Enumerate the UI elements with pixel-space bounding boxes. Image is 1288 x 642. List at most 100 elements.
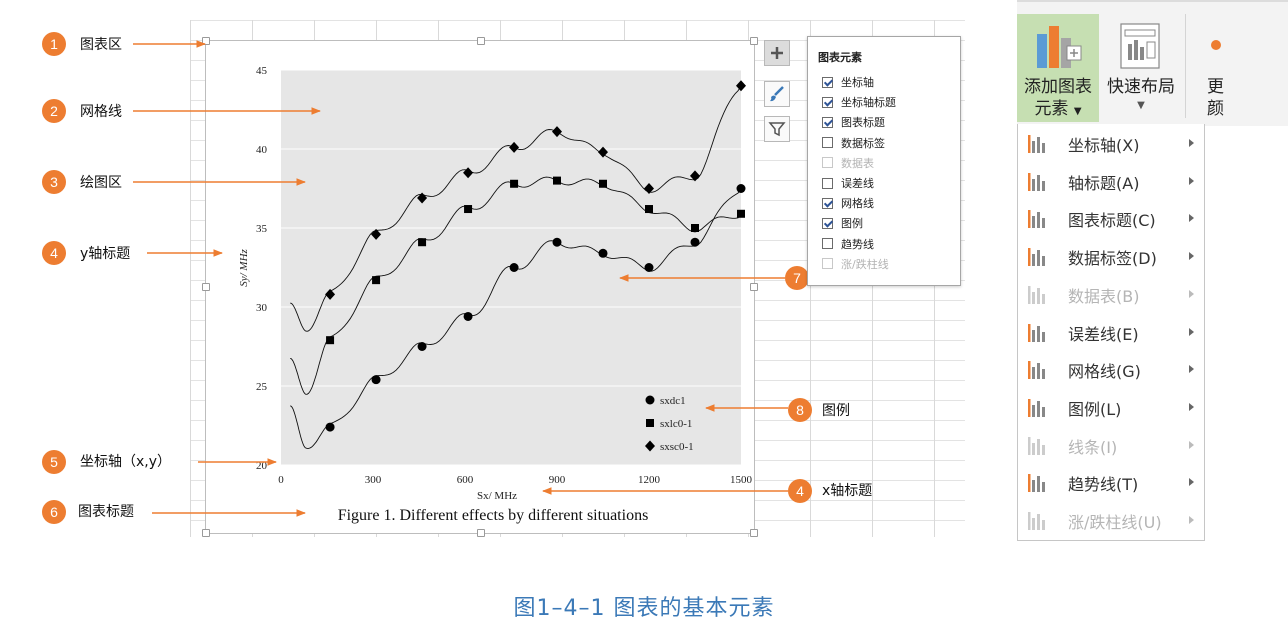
x-tick-label: 900	[549, 474, 566, 486]
data-label-icon	[1028, 248, 1045, 267]
data-marker-sxsc0-1	[509, 141, 520, 153]
data-marker-sxlc0-1	[372, 276, 381, 285]
x-tick-label: 1500	[730, 474, 753, 486]
resize-handle[interactable]	[750, 283, 758, 291]
add-chart-element-label-2: 元素 ▼	[1017, 98, 1099, 123]
legend-label: sxlc0-1	[660, 418, 692, 430]
popup-item[interactable]: 坐标轴标题	[822, 93, 896, 111]
legend: sxdc1 sxlc0-1 sxsc0-1	[645, 395, 694, 453]
checkbox[interactable]	[822, 96, 833, 108]
data-marker-sxdc1	[417, 342, 427, 351]
data-marker-sxdc1	[690, 237, 700, 247]
quick-layout-button[interactable]: 快速布局 ▼	[1101, 14, 1181, 122]
chart-filters-button[interactable]	[764, 116, 790, 142]
menu-item[interactable]: 数据标签(D)	[1026, 242, 1202, 272]
data-marker-sxsc0-1	[417, 192, 428, 204]
popup-item[interactable]: 趋势线	[822, 235, 874, 253]
menu-item[interactable]: 趋势线(T)	[1026, 468, 1202, 498]
gridlines	[281, 69, 741, 466]
popup-item[interactable]: 图例	[822, 214, 863, 232]
chart-elements-button[interactable]	[764, 40, 790, 66]
chevron-right-icon	[1189, 214, 1194, 223]
chart-title-icon	[1028, 210, 1045, 229]
menu-item: 数据表(B)	[1026, 280, 1202, 310]
menu-item-label: 数据表(B)	[1068, 286, 1140, 306]
data-marker-sxlc0-1	[326, 336, 335, 345]
popup-item-label: 趋势线	[841, 237, 874, 251]
add-chart-element-button[interactable]: 添加图表 元素 ▼	[1017, 14, 1099, 122]
data-marker-sxsc0-1	[371, 228, 382, 240]
checkbox[interactable]	[822, 217, 833, 229]
data-marker-sxlc0-1	[418, 238, 427, 247]
menu-item[interactable]: 轴标题(A)	[1026, 167, 1202, 197]
menu-item: 线条(I)	[1026, 431, 1202, 461]
quick-layout-icon	[1120, 23, 1160, 69]
y-tick-label: 25	[256, 381, 268, 393]
callout-badge: 5	[42, 450, 66, 474]
data-marker-sxsc0-1	[552, 126, 562, 138]
menu-item[interactable]: 坐标轴(X)	[1026, 129, 1202, 159]
resize-handle[interactable]	[477, 529, 485, 537]
menu-item[interactable]: 图例(L)	[1026, 393, 1202, 423]
popup-item-label: 数据标签	[841, 136, 885, 150]
data-marker-sxsc0-1	[325, 288, 336, 300]
data-marker-sxsc0-1	[736, 80, 746, 92]
legend-marker-sxsc0-1	[645, 440, 655, 452]
popup-item[interactable]: 坐标轴	[822, 73, 874, 91]
popup-item-label: 坐标轴标题	[841, 96, 896, 110]
menu-item[interactable]: 图表标题(C)	[1026, 204, 1202, 234]
filter-icon	[768, 122, 786, 137]
popup-item-label: 图表标题	[841, 116, 885, 130]
resize-handle[interactable]	[202, 529, 210, 537]
y-tick-label: 30	[256, 302, 268, 314]
chevron-right-icon	[1189, 139, 1194, 147]
checkbox[interactable]	[822, 116, 833, 128]
axis-icon	[1028, 135, 1045, 153]
chevron-right-icon	[1189, 440, 1194, 449]
popup-item[interactable]: 数据标签	[822, 134, 885, 152]
checkbox[interactable]	[822, 76, 833, 88]
resize-handle[interactable]	[750, 529, 758, 537]
data-marker-sxdc1	[736, 184, 746, 193]
callout-label: 图例	[822, 403, 850, 419]
add-chart-element-menu: 坐标轴(X) 轴标题(A) 图表标题(C) 数据标签(D) 数据表(B) 误差线(E) 网格…	[1017, 124, 1205, 541]
resize-handle[interactable]	[477, 37, 485, 45]
menu-item[interactable]: 网格线(G)	[1026, 355, 1202, 385]
chart-styles-button[interactable]	[764, 81, 790, 107]
plus-icon	[771, 47, 783, 59]
gridline-icon	[1028, 361, 1045, 380]
add-chart-element-label-1: 添加图表	[1024, 77, 1092, 97]
data-marker-sxlc0-1	[464, 205, 473, 214]
change-colors-button[interactable]: 更 颜	[1203, 14, 1233, 122]
resize-handle[interactable]	[202, 283, 210, 291]
data-marker-sxdc1	[371, 375, 381, 385]
popup-item[interactable]: 误差线	[822, 174, 874, 192]
checkbox[interactable]	[822, 137, 833, 149]
callout-label: 图表标题	[78, 504, 134, 520]
legend-marker-sxlc0-1	[646, 419, 654, 427]
resize-handle[interactable]	[750, 37, 758, 45]
checkbox	[822, 157, 833, 169]
y-axis-title: Sy/ MHz	[238, 248, 250, 286]
menu-item-label: 图例(L)	[1068, 399, 1122, 419]
callout-label: 网格线	[80, 104, 122, 120]
popup-item[interactable]: 网格线	[822, 194, 874, 212]
x-tick-label: 300	[365, 474, 382, 486]
data-marker-sxdc1	[598, 248, 608, 258]
checkbox[interactable]	[822, 238, 833, 250]
ribbon-separator	[1185, 14, 1186, 118]
popup-item[interactable]: 图表标题	[822, 113, 885, 131]
color-palette-icon	[1211, 40, 1221, 50]
data-marker-sxlc0-1	[510, 179, 519, 188]
callout-badge: 3	[42, 170, 66, 194]
checkbox[interactable]	[822, 177, 833, 189]
quick-layout-label: 快速布局	[1107, 77, 1175, 97]
menu-item[interactable]: 误差线(E)	[1026, 318, 1202, 348]
callout-badge: 4	[788, 479, 812, 503]
callout-label: 绘图区	[80, 175, 122, 191]
data-marker-sxdc1	[509, 263, 519, 272]
checkbox[interactable]	[822, 197, 833, 209]
callout-label: x轴标题	[822, 483, 873, 499]
data-marker-sxdc1	[325, 422, 335, 432]
